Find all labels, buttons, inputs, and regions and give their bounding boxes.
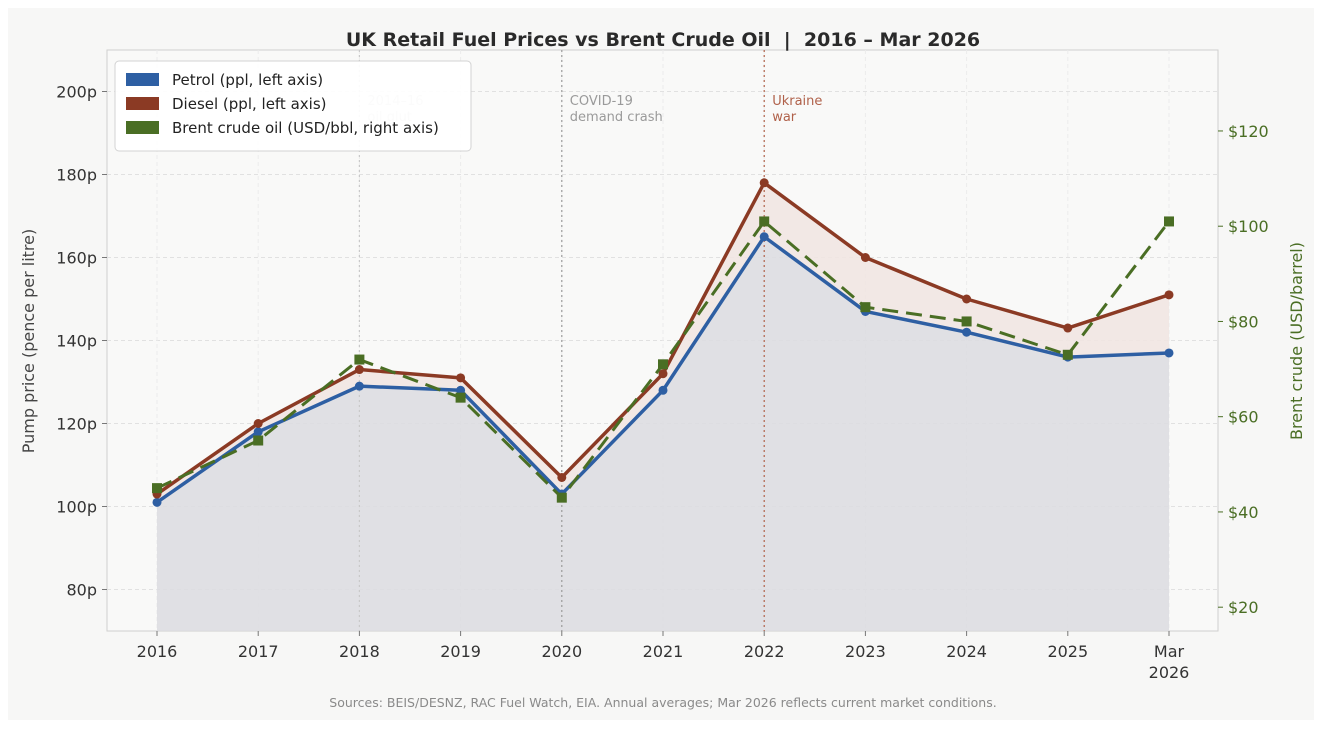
y-axis-label: Pump price (pence per litre) xyxy=(19,229,38,454)
event-annotation-line: COVID-19 xyxy=(570,94,633,109)
y2-tick-label: $80 xyxy=(1228,312,1259,331)
y-tick-label: 160p xyxy=(56,249,97,268)
event-annotation-line: war xyxy=(772,110,797,125)
legend-swatch xyxy=(126,73,159,86)
diesel-point xyxy=(456,373,466,383)
x-tick-label-line: 2022 xyxy=(744,642,785,661)
diesel-point xyxy=(354,365,364,375)
source-note: Sources: BEIS/DESNZ, RAC Fuel Watch, EIA… xyxy=(329,695,996,710)
petrol-point xyxy=(1164,348,1174,358)
diesel-point xyxy=(759,178,769,188)
y2-tick-label: $60 xyxy=(1228,408,1259,427)
x-tick-label: 2020 xyxy=(541,642,582,661)
event-annotation: COVID-19 demand crash xyxy=(570,94,663,125)
brent-point xyxy=(253,435,264,446)
x-tick-label-line: 2016 xyxy=(137,642,178,661)
legend-swatch xyxy=(126,121,159,134)
x-tick-label: 2025 xyxy=(1047,642,1088,661)
legend-label: Brent crude oil (USD/bbl, right axis) xyxy=(172,119,439,137)
y2-tick-label: $20 xyxy=(1228,598,1259,617)
petrol-point xyxy=(354,381,364,391)
brent-point xyxy=(354,354,365,365)
x-tick-label-line: 2017 xyxy=(238,642,279,661)
x-tick-label: 2016 xyxy=(137,642,178,661)
event-annotation-line: Ukraine xyxy=(772,94,822,109)
petrol-point xyxy=(658,385,668,395)
x-tick-label: 2023 xyxy=(845,642,886,661)
axis-layer: 80p 100p 120p 140p 160p 180p 200p $20 $40 $60 $80 $… xyxy=(56,83,1268,683)
brent-point xyxy=(1062,349,1073,360)
y-tick-label: 100p xyxy=(56,498,97,517)
x-tick-label: 2018 xyxy=(339,642,380,661)
brent-point xyxy=(759,216,770,227)
y2-tick-label: $100 xyxy=(1228,217,1269,236)
petrol-point xyxy=(456,385,466,395)
x-tick-label-line: 2021 xyxy=(643,642,684,661)
x-tick-label-line: 2018 xyxy=(339,642,380,661)
event-annotation: Ukraine war xyxy=(772,94,822,125)
petrol-point xyxy=(962,327,972,337)
x-tick-label: 2022 xyxy=(744,642,785,661)
x-tick-label-line: 2026 xyxy=(1149,663,1190,682)
diesel-point xyxy=(658,369,668,379)
brent-point xyxy=(860,302,871,313)
petrol-point xyxy=(152,497,162,507)
x-tick-label-line: Mar xyxy=(1154,642,1185,661)
diesel-point xyxy=(962,294,972,304)
legend-frame xyxy=(114,60,472,152)
brent-point xyxy=(556,492,567,503)
legend: Petrol (ppl, left axis) Diesel (ppl, left… xyxy=(114,60,472,152)
y2-tick-label: $120 xyxy=(1228,122,1269,141)
x-tick-label: 2024 xyxy=(946,642,987,661)
y-tick-label: 140p xyxy=(56,332,97,351)
x-tick-label: 2017 xyxy=(238,642,279,661)
x-tick-label-line: 2025 xyxy=(1047,642,1088,661)
y-tick-label: 80p xyxy=(66,581,97,600)
series-layer xyxy=(152,178,1174,507)
x-tick-label: 2021 xyxy=(643,642,684,661)
y2-axis-label: Brent crude (USD/barrel) xyxy=(1287,242,1306,440)
petrol-point xyxy=(759,232,769,242)
y-tick-label: 200p xyxy=(56,83,97,102)
diesel-point xyxy=(1063,323,1073,333)
diesel-point xyxy=(557,472,567,482)
diesel-point xyxy=(860,253,870,262)
x-tick-label: 2019 xyxy=(440,642,481,661)
brent-point xyxy=(658,359,668,370)
event-annotation-line: demand crash xyxy=(570,110,663,125)
legend-label: Diesel (ppl, left axis) xyxy=(172,95,327,113)
brent-point xyxy=(961,316,972,327)
y-tick-label: 120p xyxy=(56,415,97,434)
fill-layer xyxy=(157,182,1169,631)
x-tick-label-line: 2020 xyxy=(541,642,582,661)
x-tick-label: Mar 2026 xyxy=(1149,642,1190,682)
brent-point xyxy=(1164,216,1174,227)
legend-label: Petrol (ppl, left axis) xyxy=(172,71,323,89)
y2-tick-label: $40 xyxy=(1228,503,1259,522)
chart-title: UK Retail Fuel Prices vs Brent Crude Oil… xyxy=(346,29,980,51)
x-tick-label-line: 2023 xyxy=(845,642,886,661)
brent-point xyxy=(152,483,162,494)
brent-point xyxy=(455,392,466,403)
petrol-point xyxy=(253,427,263,437)
x-tick-label-line: 2024 xyxy=(946,642,987,661)
x-tick-label-line: 2019 xyxy=(440,642,481,661)
petrol-area-fill xyxy=(157,236,1169,631)
legend-swatch xyxy=(126,97,159,110)
diesel-point xyxy=(253,419,263,428)
y-tick-label: 180p xyxy=(56,166,97,185)
diesel-point xyxy=(1164,290,1174,300)
